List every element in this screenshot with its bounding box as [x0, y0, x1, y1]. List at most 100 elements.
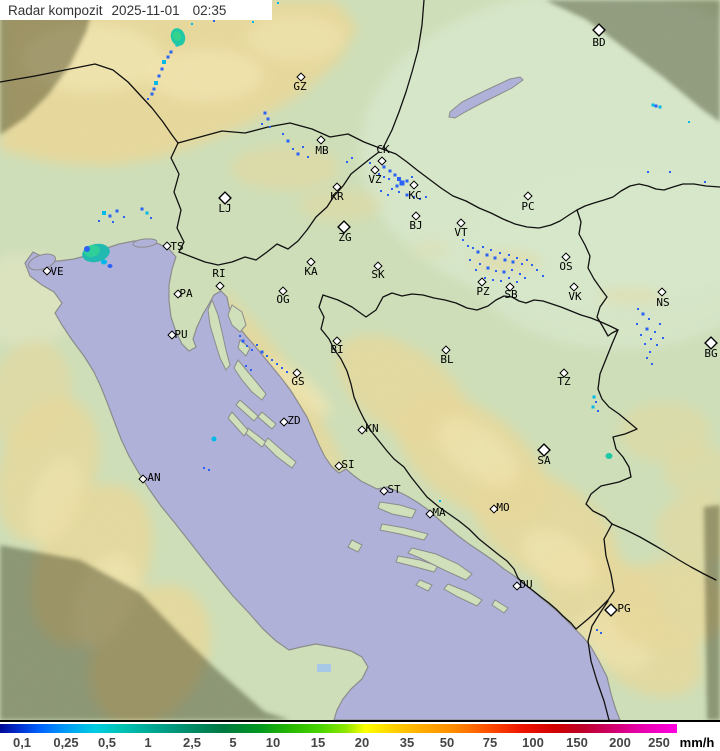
echo-dot — [644, 343, 646, 345]
city-label: PC — [521, 200, 534, 213]
radar-map: GZ BD MB CK VZ KR KC LJ PC ZG BJ VT TS VE RI OS PA KA SK PZ… — [0, 0, 720, 726]
city-diamond-icon — [379, 486, 389, 496]
echo-dot — [516, 281, 518, 283]
echo-dot — [140, 207, 144, 211]
city-label: TS — [170, 240, 183, 253]
city-marker: GS — [291, 368, 305, 388]
city-diamond-icon — [334, 461, 344, 471]
city-marker: BL — [440, 345, 454, 366]
city-marker: CK — [376, 143, 390, 166]
city-label: DU — [519, 578, 532, 591]
echo-dot — [397, 177, 401, 181]
echo-dot — [656, 344, 658, 346]
city-layer: GZ BD MB CK VZ KR KC LJ PC ZG BJ VT TS VE RI OS PA KA SK PZ… — [42, 23, 718, 617]
echo-dot — [98, 220, 100, 222]
city-marker: SA — [537, 443, 551, 467]
echo-blob — [172, 31, 182, 41]
city-label: BL — [440, 353, 454, 366]
echo-dot — [383, 176, 385, 178]
echo-dot — [346, 161, 348, 163]
echo-dot — [286, 371, 288, 373]
city-marker: BI — [330, 336, 344, 356]
legend-tick: 2,5 — [182, 735, 202, 750]
echo-dot — [636, 323, 638, 325]
echo-dot — [439, 500, 441, 502]
city-diamond-icon — [441, 345, 451, 355]
city-label: BG — [704, 347, 717, 360]
city-label: PA — [179, 287, 193, 300]
echo-dot — [502, 270, 506, 274]
city-label: KR — [330, 190, 344, 203]
echo-dot — [597, 410, 599, 412]
echo-dot — [462, 239, 464, 241]
echo-dot — [591, 405, 595, 409]
lake-balaton — [448, 76, 524, 119]
echo-dot — [536, 269, 538, 271]
city-diamond-icon — [292, 368, 302, 378]
echo-dot — [521, 263, 523, 265]
echo-dot — [526, 259, 528, 261]
borders-layer — [0, 0, 720, 721]
city-diamond-icon — [167, 330, 177, 340]
echo-dot — [277, 2, 279, 4]
echo-dot — [399, 180, 405, 186]
city-marker: VK — [568, 282, 582, 303]
legend-tick: 150 — [566, 735, 588, 750]
echo-dot — [281, 367, 283, 369]
city-label: VK — [568, 290, 582, 303]
echo-dot — [388, 178, 390, 180]
echo-dot — [145, 211, 149, 215]
echo-dot — [282, 133, 284, 135]
echo-dot — [296, 152, 300, 156]
city-diamond-icon — [604, 603, 618, 617]
echo-dot — [531, 264, 533, 266]
echo-dot — [169, 50, 173, 54]
echo-dot — [123, 216, 125, 218]
legend-tick: 100 — [522, 735, 544, 750]
echo-dot — [647, 171, 649, 173]
city-marker: AN — [138, 471, 161, 484]
echo-dot — [112, 221, 114, 223]
echo-dot — [511, 269, 513, 271]
echo-dot — [519, 273, 521, 275]
echo-dot — [641, 312, 645, 316]
city-diamond-icon — [523, 191, 533, 201]
city-label: BJ — [409, 219, 422, 232]
echo-dot — [405, 193, 409, 197]
city-label: OG — [276, 293, 289, 306]
city-diamond-icon — [337, 220, 351, 234]
echo-dot — [425, 196, 427, 198]
city-diamond-icon — [559, 368, 569, 378]
city-marker: VT — [454, 218, 468, 239]
echo-dot — [508, 254, 510, 256]
echo-dot — [654, 104, 658, 108]
echo-dot — [658, 105, 662, 109]
city-marker: DU — [512, 578, 533, 591]
echo-dot — [648, 318, 650, 320]
map-canvas: GZ BD MB CK VZ KR KC LJ PC ZG BJ VT TS VE RI OS PA KA SK PZ… — [0, 0, 720, 726]
city-marker: KA — [304, 257, 318, 278]
city-label: KC — [408, 189, 421, 202]
city-label: KA — [304, 265, 318, 278]
city-diamond-icon — [218, 191, 232, 205]
echo-dot — [152, 87, 156, 91]
echo-dot — [413, 196, 415, 198]
city-label: VE — [50, 265, 63, 278]
city-label: ZD — [287, 414, 300, 427]
echo-dot — [269, 126, 271, 128]
echo-dot — [542, 275, 544, 277]
echo-dot — [651, 363, 653, 365]
city-diamond-icon — [425, 509, 435, 519]
city-diamond-icon — [42, 266, 52, 276]
echo-dot — [302, 146, 304, 148]
echo-dot — [411, 176, 413, 178]
echo-dot — [595, 401, 597, 403]
echo-dot — [246, 345, 248, 347]
city-diamond-icon — [411, 211, 421, 221]
echo-dot — [239, 335, 241, 337]
city-label: ST — [387, 483, 401, 496]
echo-dot — [524, 277, 526, 279]
echo-dot — [499, 252, 501, 254]
coverage-shading — [0, 0, 720, 720]
